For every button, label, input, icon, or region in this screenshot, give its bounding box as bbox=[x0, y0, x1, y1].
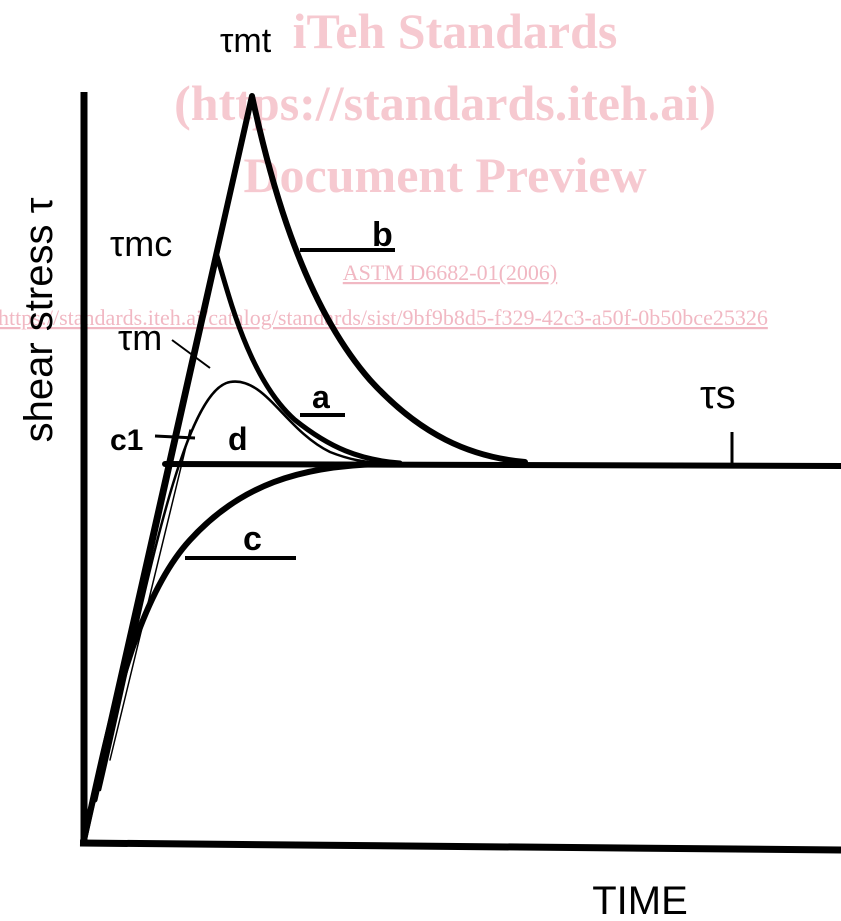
watermark-catalog-link[interactable]: https://standards.iteh.ai/catalog/standa… bbox=[0, 305, 768, 330]
label-curve-a: a bbox=[312, 379, 330, 415]
label-tau-m: τm bbox=[118, 317, 162, 358]
axes bbox=[79, 92, 841, 854]
label-curve-b: b bbox=[372, 216, 393, 254]
label-leaders bbox=[154, 248, 395, 560]
watermark: iTeh Standards (https://standards.iteh.a… bbox=[0, 3, 768, 330]
x-axis-label: TIME bbox=[592, 879, 688, 921]
label-curve-d: d bbox=[228, 421, 248, 457]
curves bbox=[81, 93, 841, 843]
label-tau-s: τs bbox=[700, 373, 736, 417]
curve-d-rise bbox=[109, 429, 191, 761]
y-axis-label: shear stress τ bbox=[17, 197, 61, 442]
label-tau-mt: τmt bbox=[220, 22, 272, 60]
watermark-standard-link[interactable]: ASTM D6682-01(2006) bbox=[343, 260, 558, 285]
watermark-title: iTeh Standards bbox=[293, 3, 618, 59]
x-axis bbox=[79, 839, 841, 854]
chart-labels: τmt τmc τm τs b a c c1 d TIME shear stre… bbox=[17, 22, 736, 921]
label-tau-mc: τmc bbox=[110, 223, 172, 264]
watermark-preview: Document Preview bbox=[243, 147, 646, 203]
label-curve-c: c bbox=[243, 520, 262, 558]
label-curve-c1: c1 bbox=[110, 424, 143, 457]
curve-b bbox=[81, 93, 528, 843]
watermark-url: (https://standards.iteh.ai) bbox=[174, 75, 716, 131]
steady-state-line bbox=[162, 461, 841, 469]
leader-c1 bbox=[154, 434, 196, 440]
curve-c bbox=[81, 461, 383, 843]
curve-d bbox=[98, 380, 382, 792]
leader-tau-m bbox=[171, 339, 211, 369]
curve-a bbox=[92, 253, 403, 803]
